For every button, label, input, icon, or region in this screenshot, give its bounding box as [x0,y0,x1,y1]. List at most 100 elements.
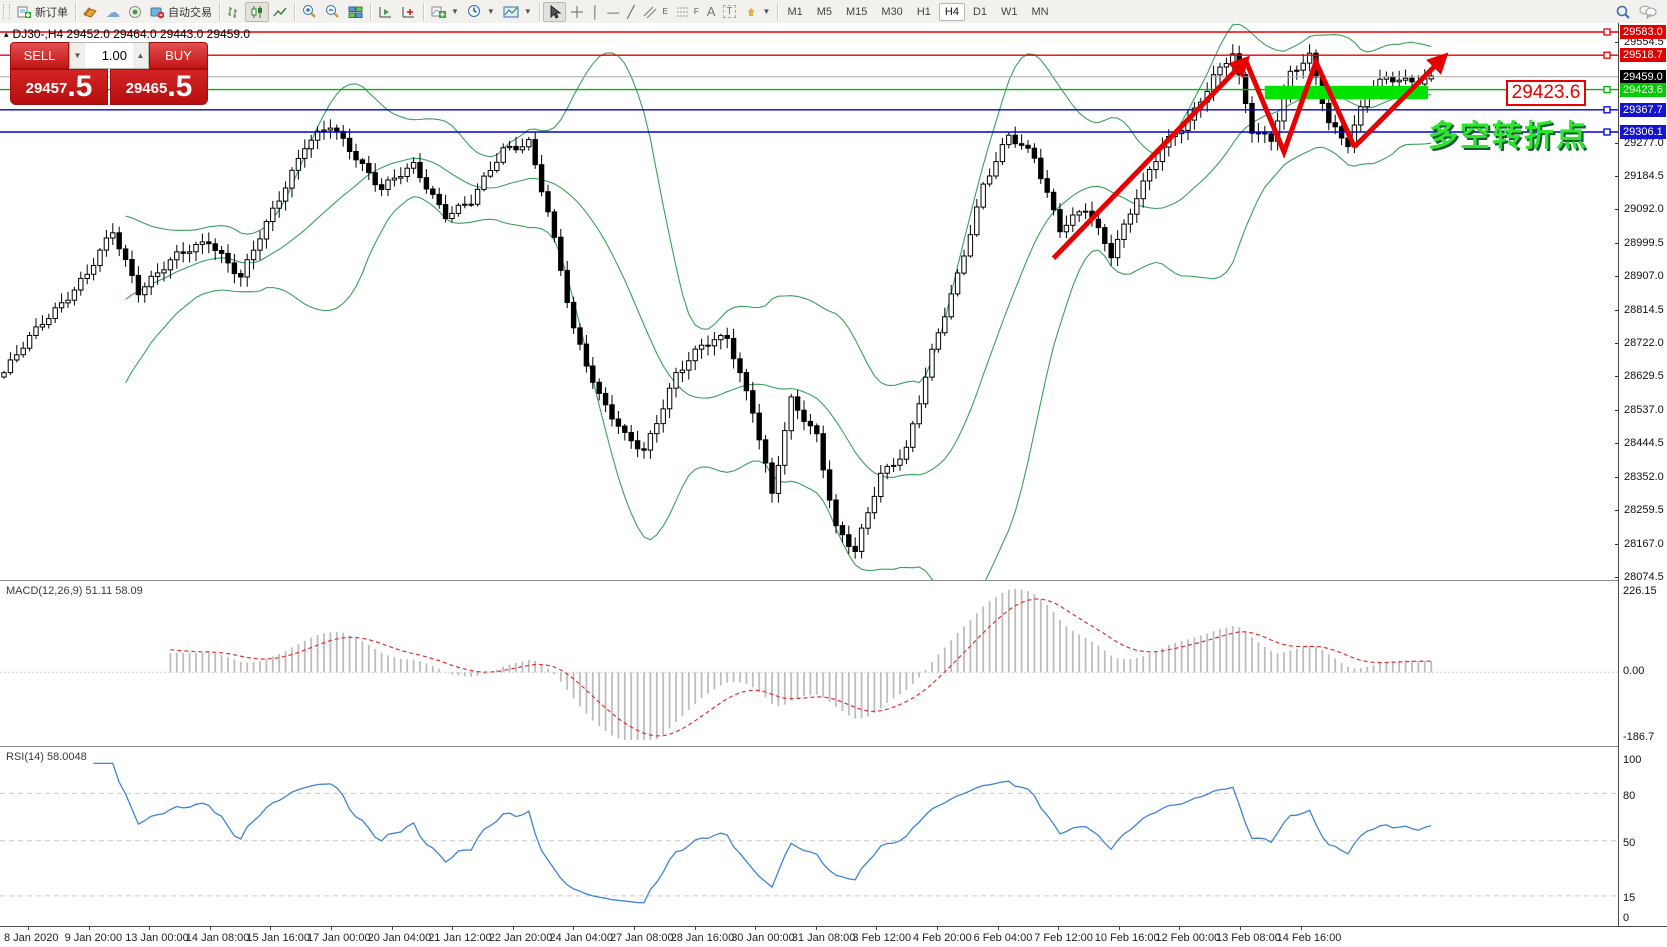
cloud-icon[interactable]: ☁ [106,3,120,20]
autotrading-label: 自动交易 [168,6,212,19]
timeframe-button-h1[interactable]: H1 [916,5,931,18]
bollinger-lower-band [125,142,1432,580]
indicators-icon[interactable]: ▼ [427,3,463,21]
timeframe-button-h4[interactable]: H4 [938,2,965,21]
rsi-label: RSI(14) 58.0048 [6,751,87,763]
price-badge-29306.1: 29306.1 [1620,125,1666,140]
buy-button[interactable]: BUY [149,42,208,69]
macd-pane[interactable] [0,580,1618,746]
buy-price-display[interactable]: 29465.5 [110,69,208,105]
templates-icon[interactable]: ▼ [499,3,536,21]
timeframe-button-d1[interactable]: D1 [972,5,987,18]
price-callout-box[interactable]: 29423.6 [1506,80,1586,106]
autotrading-icon [150,5,164,19]
timeframe-button-m15[interactable]: M15 [846,5,868,18]
macd-signal-line [170,598,1432,737]
rsi-line [93,762,1432,904]
zoom-in-icon[interactable] [298,2,321,21]
price-tick: 29184.5 [1624,169,1664,182]
price-tick: 28074.5 [1624,570,1664,583]
price-tick: 28259.5 [1624,504,1664,517]
chat-icon[interactable] [1635,2,1661,21]
price-tick: 29554.5 [1624,36,1664,49]
auto-scroll-icon[interactable] [374,3,397,21]
timeframe-button-mn[interactable]: MN [1031,5,1049,18]
level-line-handle [1603,106,1611,114]
cursor-icon[interactable] [542,1,566,22]
macd-axis-label: -186.7 [1623,731,1655,743]
price-tick: 28907.0 [1624,270,1664,283]
vertical-line-icon[interactable]: │ [591,4,600,19]
timeframe-group: M1 M5 M15 M30 H1 H4 D1 W1 MN [781,2,1054,21]
time-label: 8 Jan 2020 [4,932,59,944]
time-label: 20 Jan 04:00 [367,932,432,944]
candlestick-chart-icon[interactable] [245,1,269,22]
toolbar-grip[interactable] [3,3,10,20]
timeframe-button-m5[interactable]: M5 [816,5,832,18]
price-tick: 28814.5 [1624,303,1664,316]
timeframe-button-w1[interactable]: W1 [1001,5,1018,18]
search-icon[interactable] [1611,2,1635,22]
new-order-button[interactable]: 新订单 [13,2,72,22]
book-icon[interactable] [79,3,102,21]
volume-input[interactable]: 1.00 [101,48,127,63]
timeframe-button-m1[interactable]: M1 [787,5,803,18]
line-chart-icon[interactable] [269,3,291,21]
time-label: 13 Feb 08:00 [1216,932,1281,944]
timeframe-button-m30[interactable]: M30 [881,5,903,18]
price-tick: 28444.5 [1624,437,1664,450]
trend-arrow-1[interactable] [1051,55,1250,260]
volume-stepper: ▼ 1.00 ▲ [69,42,149,69]
channel-icon[interactable]: E [639,3,672,21]
sell-button[interactable]: SELL [10,42,69,69]
periods-icon[interactable]: ▼ [463,2,499,21]
tile-windows-icon[interactable] [344,3,367,21]
cn-annotation-text[interactable]: 多空转折点 [1428,120,1588,153]
rsi-pane[interactable] [0,746,1618,926]
time-label: 14 Jan 08:00 [185,932,250,944]
price-tick: 28999.5 [1624,236,1664,249]
arrows-icon[interactable]: ▼ [740,3,775,21]
price-tick: 29092.0 [1624,203,1664,216]
horizontal-line-icon[interactable]: — [607,4,620,19]
time-label: 15 Jan 16:00 [246,932,311,944]
fibonacci-icon[interactable]: F [676,7,699,16]
text-label-icon[interactable]: T [719,3,739,20]
time-label: 22 Jan 20:00 [488,932,553,944]
chart-shift-icon[interactable] [397,3,420,21]
volume-decrease-button[interactable]: ▼ [70,43,85,68]
price-tick: 28722.0 [1624,337,1664,350]
time-label: 4 Feb 20:00 [913,932,972,944]
price-badge-29518.7: 29518.7 [1620,48,1666,63]
zoom-out-icon[interactable] [321,2,344,21]
signal-icon[interactable] [124,3,146,21]
time-label: 6 Feb 04:00 [973,932,1033,944]
rsi-axis-label: 0 [1623,912,1630,924]
trend-arrow-2[interactable] [1243,55,1357,159]
time-label: 14 Feb 16:00 [1276,932,1342,944]
toolbar: 新订单 ☁ 自动交易 ▼ ▼ ▼ │ — ╱ E F A T ▼ [0,0,1667,24]
time-label: 17 Jan 00:00 [307,932,371,944]
time-label: 3 Feb 12:00 [852,932,912,944]
main-candlestick-pane[interactable] [0,23,1618,580]
autotrading-button[interactable]: 自动交易 [146,2,216,22]
bar-chart-icon[interactable] [223,3,245,21]
price-tick: 28352.0 [1624,470,1664,483]
macd-axis-label: 0.00 [1623,665,1645,677]
one-click-collapse-icon[interactable]: ▴ [4,28,9,39]
price-tick: 28167.0 [1624,537,1664,550]
text-icon[interactable]: A [706,3,716,19]
price-axis: 29554.5 29277.0 29184.5 29092.0 28999.5 28907… [1615,23,1667,926]
macd-axis-label: 226.15 [1623,585,1657,597]
trendline-icon[interactable]: ╱ [627,4,635,19]
price-badge-29423.6: 29423.6 [1620,82,1666,97]
chart-title: ▴ DJ30-,H4 29452.0 29464.0 29443.0 29459… [4,27,251,41]
sell-price-display[interactable]: 29457.5 [10,69,108,105]
trend-arrow-3[interactable] [1352,52,1449,149]
time-label: 30 Jan 00:00 [731,932,795,944]
level-line-handle [1603,51,1611,59]
volume-increase-button[interactable]: ▲ [133,43,148,68]
crosshair-icon[interactable] [566,3,588,21]
time-label: 13 Jan 00:00 [125,932,189,944]
bollinger-middle-band [125,90,1432,478]
